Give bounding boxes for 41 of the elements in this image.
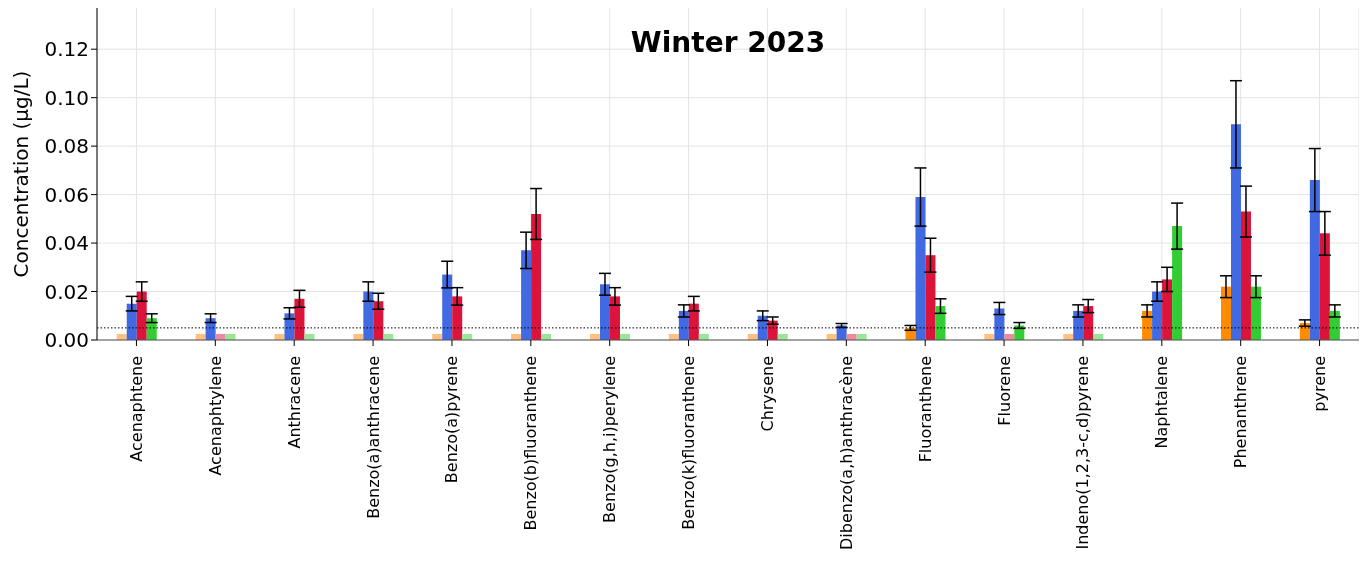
bar [1240, 211, 1251, 340]
y-tick-label: 0.04 [44, 231, 89, 256]
bar [915, 197, 926, 340]
y-axis-title: Concentration (µg/L) [9, 70, 34, 278]
y-tick-label: 0.08 [44, 134, 89, 159]
y-tick-label: 0.10 [44, 85, 89, 110]
x-tick-label: Acenaphtylene [205, 356, 225, 476]
text: Winter 2023 [629, 26, 827, 59]
x-tick-label: Benzo(k)fluoranthene [679, 356, 699, 530]
x-tick-label: Acenaphtene [126, 356, 146, 462]
x-tick-label: Fluorene [994, 356, 1014, 426]
y-tick-label: 0.00 [44, 328, 89, 353]
x-tick-label: Benzo(g,h,i)perylene [600, 356, 620, 523]
x-tick-label: Benzo(a)anthracene [363, 356, 383, 519]
bar [1172, 226, 1183, 340]
y-tick-label: 0.12 [44, 37, 89, 62]
x-tick-label: Dibenzo(a,h)anthracène [836, 356, 856, 550]
bar [1230, 124, 1241, 340]
bar [994, 308, 1005, 340]
bar [1220, 286, 1231, 340]
bar [925, 255, 936, 340]
bar [1162, 279, 1173, 340]
bar [1250, 286, 1261, 340]
bar [1309, 180, 1320, 340]
bar [1319, 233, 1330, 340]
y-tick-label: 0.06 [44, 182, 89, 207]
x-tick-label: Naphtalene [1152, 356, 1172, 449]
y-tick-label: 0.02 [44, 279, 89, 304]
bar [531, 213, 542, 340]
x-tick-label: Anthracene [284, 356, 304, 449]
bar [294, 298, 305, 340]
x-tick-label: Benzo(b)fluoranthene [521, 356, 541, 531]
bar [521, 250, 532, 340]
x-tick-label: Chrysene [757, 356, 777, 432]
x-tick-label: Indeno(1,2,3-c,d)pyrene [1073, 356, 1093, 550]
x-tick-label: pyrene [1310, 356, 1330, 412]
bar [935, 306, 946, 340]
x-tick-label: Fluoranthene [915, 356, 935, 463]
bar [442, 274, 453, 340]
x-tick-label: Phenanthrene [1231, 356, 1251, 469]
x-tick-label: Benzo(a)pyrene [442, 356, 462, 484]
